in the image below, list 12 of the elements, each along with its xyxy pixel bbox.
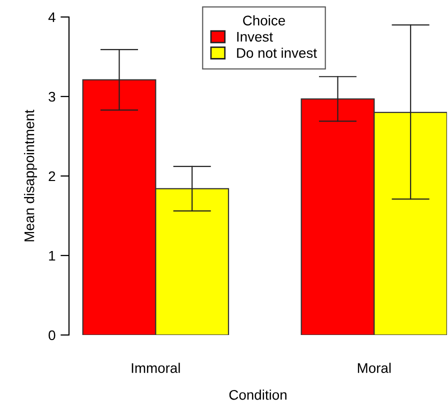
y-tick-label: 1 — [49, 250, 56, 261]
y-tick-label: 0 — [48, 330, 56, 340]
legend-label: Invest — [237, 32, 273, 42]
y-tick-label: 3 — [48, 92, 56, 102]
x-axis-title: Condition — [229, 390, 286, 400]
x-tick-label: Moral — [358, 362, 391, 373]
x-tick-label: Immoral — [132, 362, 180, 373]
legend-title: Choice — [243, 15, 285, 26]
y-axis-title: Mean disappointment — [24, 110, 37, 242]
y-tick-label: 4 — [48, 12, 56, 22]
legend-label: Do not invest — [237, 48, 317, 58]
y-tick-label: 2 — [48, 171, 56, 182]
